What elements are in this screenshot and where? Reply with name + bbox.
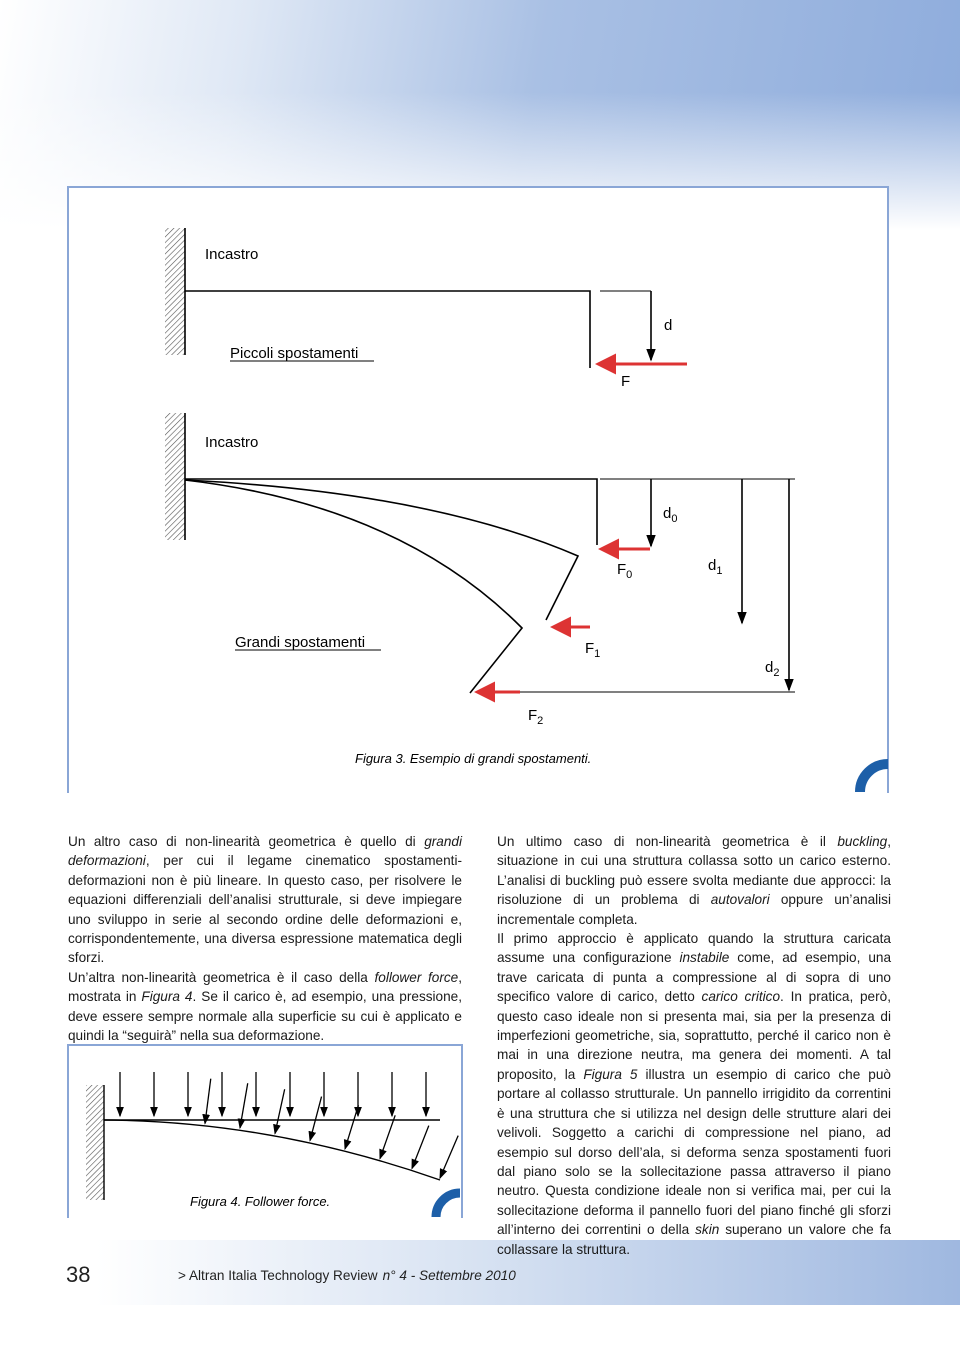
text: , situazione in cui una struttura collas… — [497, 834, 891, 908]
text: Un’altra non-linearità geometrica è il c… — [68, 969, 375, 985]
italic-text: grandi deformazioni — [68, 834, 462, 869]
footer-text: > Altran Italia Technology Review n° 4 - … — [178, 1268, 516, 1283]
wall-label: Incastro — [205, 434, 258, 451]
displacement-label: d — [664, 317, 672, 334]
paragraph: Il primo approccio è applicato quando la… — [497, 929, 891, 1259]
text: superano un valore che fa collassare la … — [497, 1222, 891, 1257]
figure-4 — [67, 1044, 463, 1218]
publication: > Altran Italia Technology Review — [178, 1268, 378, 1283]
italic-text: follower force — [374, 969, 459, 985]
force-label: F2 — [528, 707, 543, 727]
italic-text: autovalori — [710, 892, 770, 908]
load-arrow — [343, 1105, 360, 1151]
force-label: F0 — [617, 561, 632, 581]
italic-text: Figura 5 — [583, 1066, 638, 1082]
text: . In pratica, però, questo caso ideale n… — [497, 989, 891, 1082]
text: , per cui il legame cinematico spostamen… — [68, 853, 462, 966]
load-arrow — [202, 1078, 212, 1125]
figure-caption: Figura 3. Esempio di grandi spostamenti. — [355, 751, 591, 766]
italic-text: buckling — [837, 834, 888, 849]
figure-caption: Figura 4. Follower force. — [190, 1194, 330, 1209]
force-label: F — [621, 373, 630, 390]
paragraph: Un ultimo caso di non-linearità geometri… — [497, 832, 891, 929]
footer-band — [0, 1240, 960, 1305]
paragraph: Un’altra non-linearità geometrica è il c… — [68, 968, 462, 1046]
text: . Se il carico è, ad esempio, una pressi… — [68, 989, 463, 1044]
load-arrow — [379, 1115, 396, 1160]
text: , mostrata in — [68, 969, 462, 1005]
displacement-label: d1 — [708, 557, 722, 577]
right-column: Un ultimo caso di non-linearità geometri… — [497, 832, 891, 1259]
italic-text: Figura 4 — [141, 989, 193, 1005]
load-arrow — [411, 1125, 430, 1170]
diagram-title: Grandi spostamenti — [235, 634, 365, 651]
load-arrow — [237, 1083, 249, 1130]
text: oppure un’analisi incrementale completa. — [497, 892, 891, 927]
diagram-title: Piccoli spostamenti — [230, 345, 358, 362]
wall-label: Incastro — [205, 246, 258, 263]
text: illustra un esempio di carico che può po… — [497, 1066, 891, 1238]
italic-text: instabile — [679, 950, 730, 966]
left-column: Un altro caso di non-linearità geometric… — [68, 832, 462, 1045]
load-arrow — [308, 1096, 323, 1142]
load-arrow — [439, 1135, 459, 1180]
force-label: F1 — [585, 640, 600, 660]
load-arrow — [273, 1089, 286, 1135]
paragraph: Un altro caso di non-linearità geometric… — [68, 832, 462, 968]
text: Un ultimo caso di non-linearità geometri… — [497, 834, 838, 849]
text: Il primo approccio è applicato quando la… — [497, 931, 891, 966]
text: come, ad esempio, una trave caricata di … — [497, 950, 891, 1005]
italic-text: carico critico — [701, 989, 781, 1005]
figure-3-drawing — [165, 228, 795, 703]
page-number: 38 — [66, 1262, 91, 1287]
issue: n° 4 - Settembre 2010 — [382, 1268, 516, 1283]
displacement-label: d0 — [663, 505, 677, 525]
text: Un altro caso di non-linearità geometric… — [68, 834, 425, 849]
italic-text: skin — [695, 1222, 720, 1238]
figure-3-frame — [67, 186, 889, 793]
displacement-label: d2 — [765, 659, 779, 679]
